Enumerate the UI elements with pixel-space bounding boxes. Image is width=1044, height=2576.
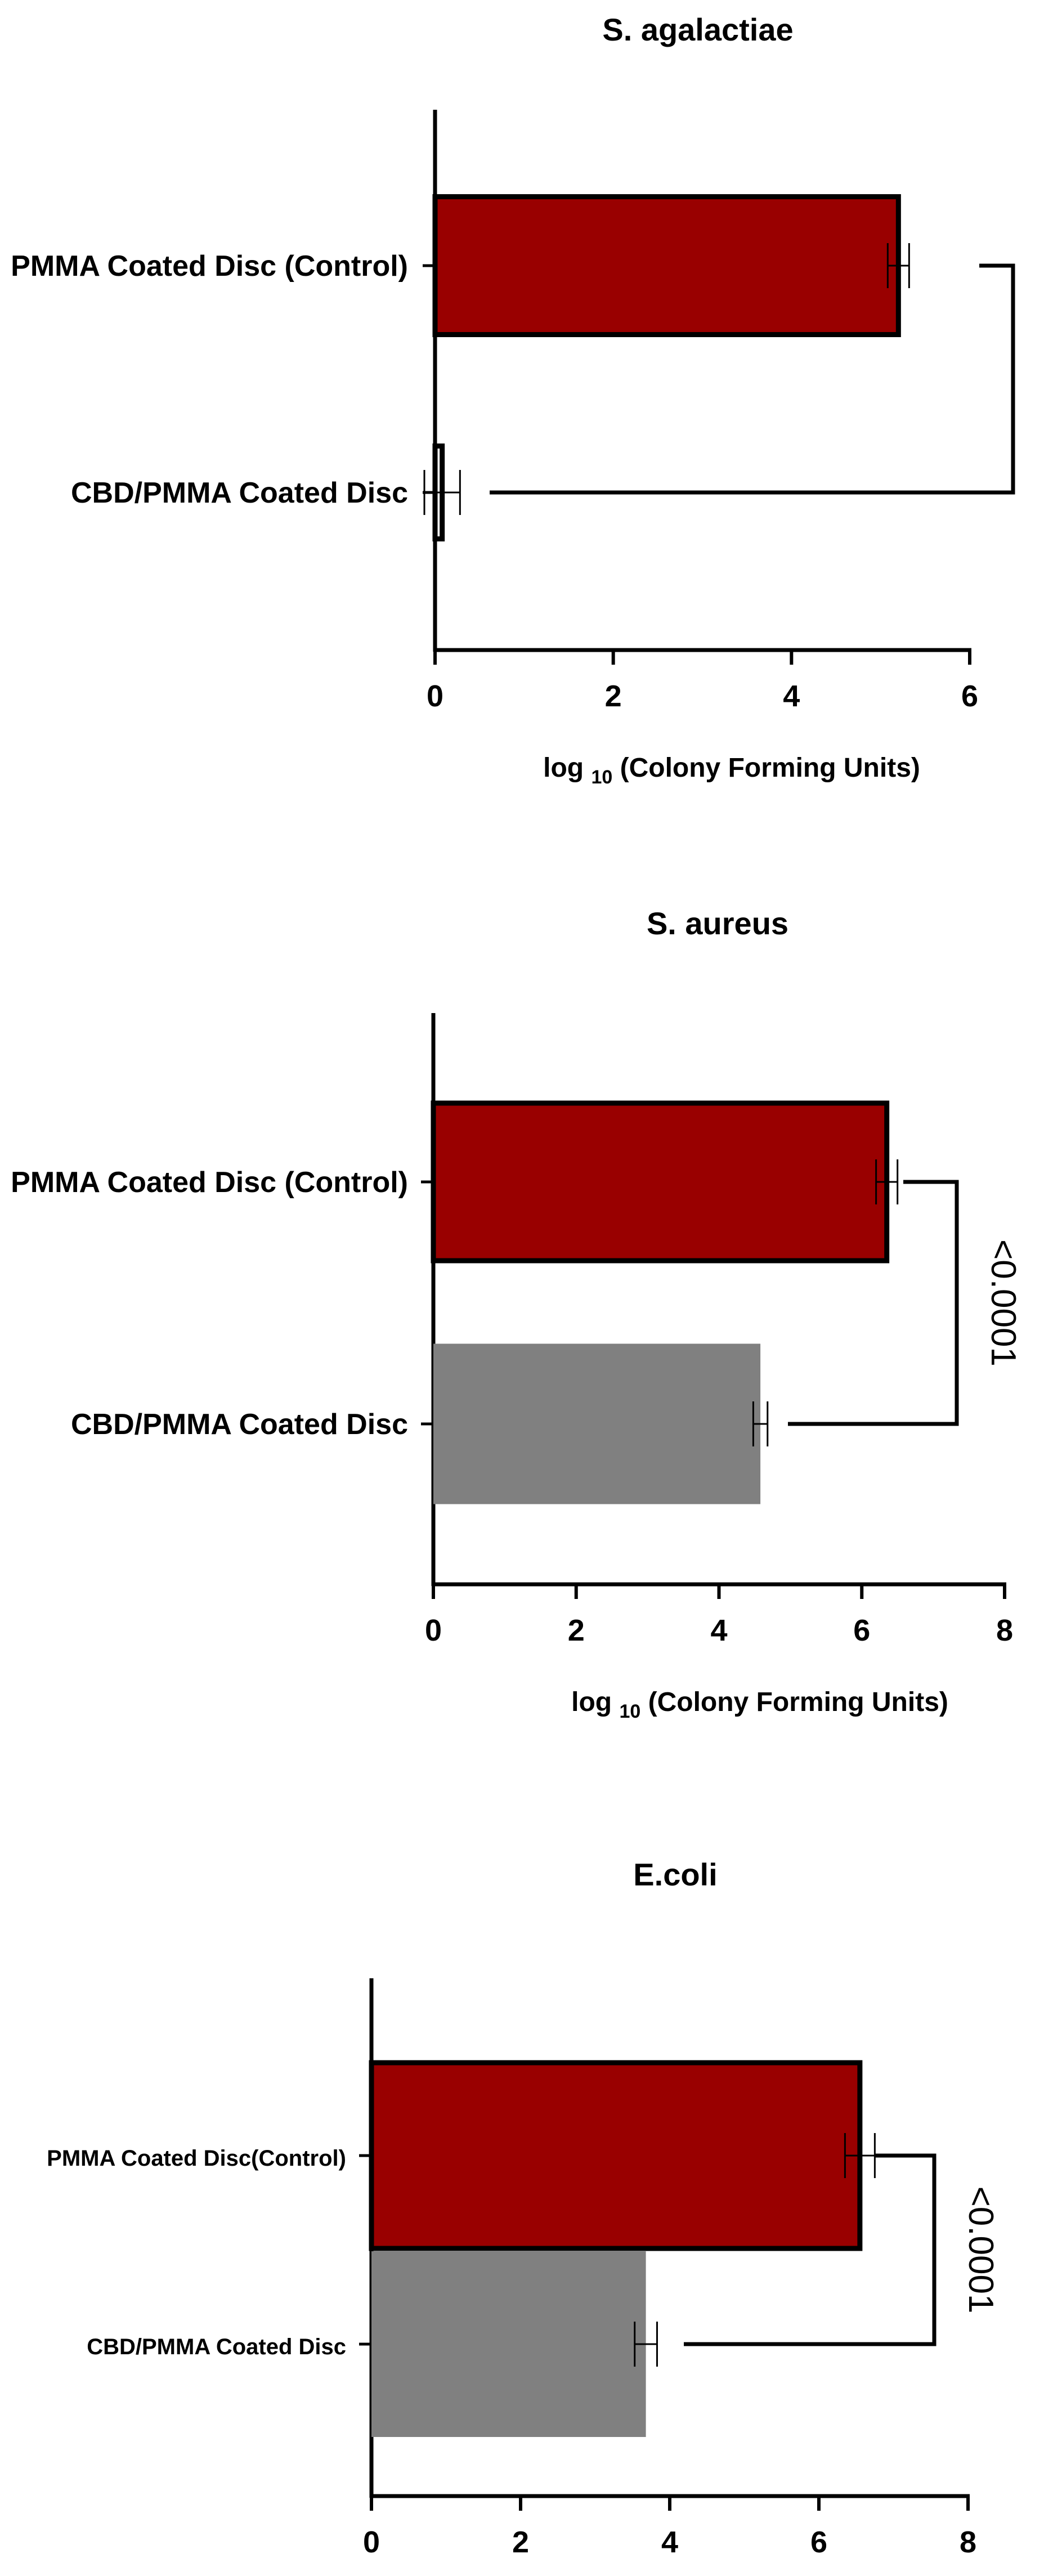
x-tick-label: 0 <box>363 2525 380 2559</box>
bar <box>369 2060 863 2251</box>
x-tick-label: 4 <box>661 2525 678 2559</box>
x-axis-label-part: log <box>543 753 591 783</box>
significance-label: <0.0001 <box>961 2187 1000 2314</box>
chart-title: E.coli <box>633 1857 717 1892</box>
x-tick-label: 2 <box>568 1614 585 1647</box>
significance-label: <0.0001 <box>984 1239 1023 1367</box>
x-tick-label: 6 <box>810 2525 827 2559</box>
x-axis-label: log 10 (Colony Forming Units) <box>571 1687 948 1722</box>
x-axis-label-subscript: 10 <box>619 1701 640 1722</box>
x-tick-label: 2 <box>512 2525 529 2559</box>
bar <box>431 1100 890 1264</box>
x-axis-label-part: (Colony Forming Units) <box>612 753 920 783</box>
x-axis-label-part: (Colony Forming Units) <box>640 1687 948 1717</box>
x-tick-label: 8 <box>996 1614 1013 1647</box>
x-tick-label: 4 <box>783 679 800 713</box>
chart-panel: S. agalactiae 0 2 4 6 log 10 (Colony Forming … <box>11 12 1044 788</box>
category-label: PMMA Coated Disc (Control) <box>11 1166 408 1199</box>
significance-bracket <box>490 263 1015 495</box>
significance-bracket <box>684 2153 937 2346</box>
bar <box>433 1343 761 1504</box>
category-label: CBD/PMMA Coated Disc <box>71 1408 408 1441</box>
x-tick-label: 0 <box>427 679 443 713</box>
x-tick-label: 8 <box>960 2525 976 2559</box>
x-axis-label-subscript: 10 <box>591 767 612 788</box>
bar <box>371 2251 646 2437</box>
chart-title: S. aureus <box>647 906 788 941</box>
chart-title: S. agalactiae <box>602 12 793 47</box>
chart-panel: S. aureus 0 2 4 6 8 log 10 (Colony Forming Uni… <box>11 906 1023 1722</box>
x-tick-label: 0 <box>425 1614 442 1647</box>
x-axis-label-part: log <box>571 1687 619 1717</box>
significance-bracket <box>788 1180 959 1426</box>
x-axis-label: log 10 (Colony Forming Units) <box>543 753 920 788</box>
category-label: CBD/PMMA Coated Disc <box>71 477 408 509</box>
bar <box>432 194 901 337</box>
x-tick-label: 6 <box>961 679 978 713</box>
x-tick-label: 2 <box>605 679 622 713</box>
category-label: PMMA Coated Disc (Control) <box>11 250 408 283</box>
category-label: CBD/PMMA Coated Disc <box>87 2335 346 2359</box>
significance-label: <0.0001 <box>1040 316 1044 443</box>
x-tick-label: 4 <box>710 1614 727 1647</box>
category-label: PMMA Coated Disc(Control) <box>47 2146 346 2171</box>
x-tick-label: 6 <box>853 1614 870 1647</box>
chart-panel: E.coli02468log 10 (Colony Forming Units)… <box>47 1857 1000 2559</box>
